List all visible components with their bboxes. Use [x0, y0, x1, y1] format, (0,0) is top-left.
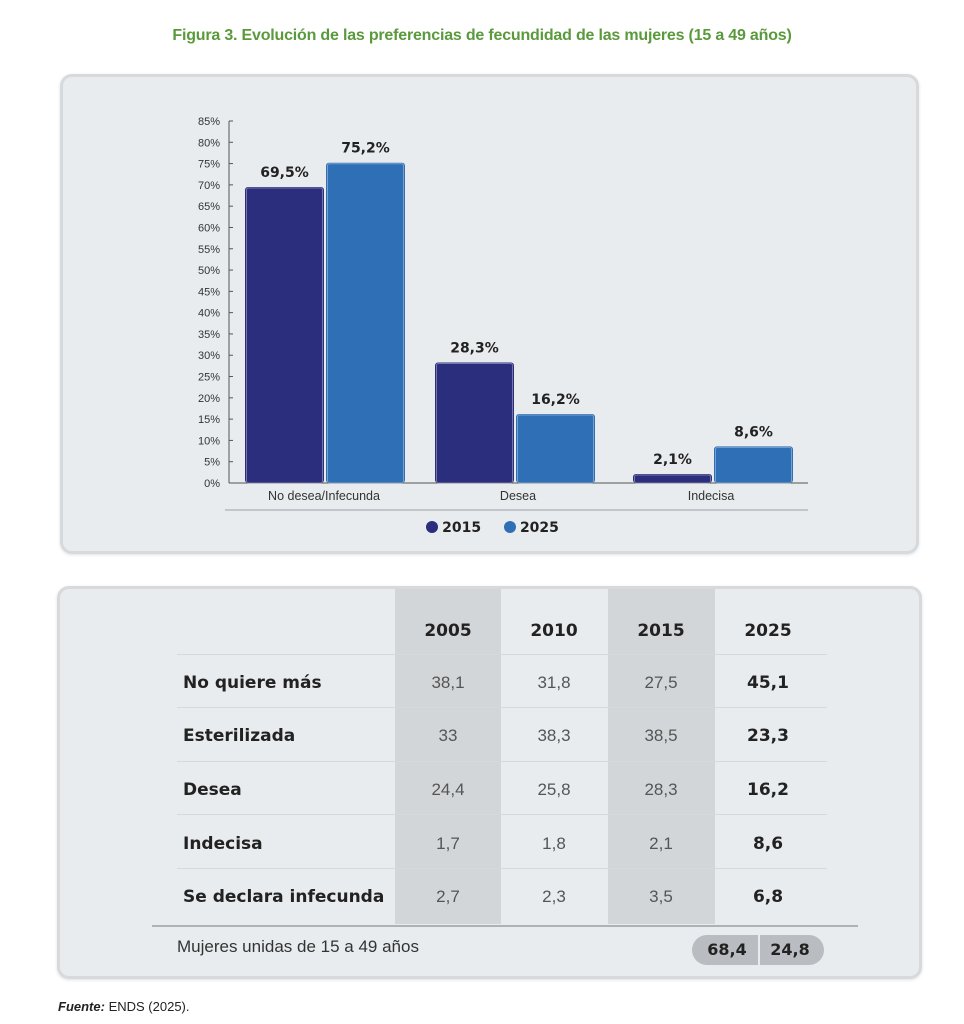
footer-value-2025: 24,8 [770, 940, 810, 959]
table-cell: 38,5 [644, 726, 678, 745]
bar-2025-1 [516, 414, 595, 483]
row-label: Indecisa [183, 834, 263, 854]
y-tick-label: 25% [198, 372, 220, 384]
data-label: 28,3% [450, 340, 499, 356]
table-cell: 3,5 [649, 887, 673, 906]
bar-highlight [436, 362, 513, 484]
bar-2025-2 [714, 446, 793, 483]
column-header-2010: 2010 [530, 621, 578, 641]
table-cell: 25,8 [537, 780, 571, 799]
table-cell: 2,7 [436, 887, 460, 906]
bar-highlight [634, 474, 711, 484]
table-cell: 6,8 [752, 887, 784, 907]
table-cell: 28,3 [644, 780, 678, 799]
table-cell: 38,3 [537, 726, 571, 745]
column-header-2025: 2025 [744, 621, 792, 641]
category-label: No desea/Infecunda [268, 489, 380, 503]
y-tick-label: 45% [198, 286, 220, 298]
data-label: 16,2% [531, 392, 580, 408]
chart-panel: 0% 5% 10% 15% 20% 25% 30% 35% 40% 45% 50% 55% 60% 65%… [60, 74, 919, 554]
row-label: Desea [183, 780, 242, 800]
table-cell: 33 [438, 726, 458, 745]
legend-label-2015: 2015 [442, 520, 482, 536]
source-text: ENDS (2025). [104, 999, 190, 1014]
y-tick-label: 5% [204, 457, 220, 469]
table-cell: 2,1 [649, 834, 673, 853]
footer-label: Mujeres unidas de 15 a 49 años [177, 937, 419, 956]
table-cell: 16,2 [747, 780, 789, 800]
y-tick-label: 10% [198, 435, 220, 447]
bar-2025-0 [326, 162, 405, 483]
row-divider [177, 761, 827, 762]
row-divider [177, 868, 827, 869]
y-tick-label: 80% [198, 137, 220, 149]
row-divider [177, 707, 827, 708]
bar-chart: 0% 5% 10% 15% 20% 25% 30% 35% 40% 45% 50% 55% 60% 65%… [198, 116, 808, 511]
footer-value-2015: 68,4 [707, 940, 747, 959]
data-table: 2005 2010 2015 2025 No quiere más 38,1 3… [57, 586, 922, 979]
y-tick-label: 15% [198, 414, 220, 426]
y-tick-label: 75% [198, 159, 220, 171]
column-header-2005: 2005 [424, 621, 472, 641]
legend-swatch-2025 [503, 521, 516, 533]
column-header-2015: 2015 [637, 621, 685, 641]
data-label: 2,1% [653, 452, 692, 468]
figure-title: Figura 3. Evolución de las preferencias … [172, 27, 792, 44]
row-divider [177, 654, 827, 655]
y-tick-label: 20% [198, 393, 220, 405]
y-tick-label: 55% [198, 244, 220, 256]
pill-separator [758, 935, 760, 965]
bar-2015-1 [435, 362, 514, 483]
row-label: No quiere más [183, 673, 322, 693]
legend-label-2025: 2025 [519, 520, 559, 536]
y-tick-label: 60% [198, 222, 220, 234]
y-tick-label: 40% [198, 308, 220, 320]
row-divider [177, 814, 827, 815]
bar-highlight [246, 187, 323, 484]
table-cell: 45,1 [747, 673, 789, 693]
table-cell: 31,8 [537, 673, 571, 692]
y-tick-label: 35% [198, 329, 220, 341]
table-cell: 1,7 [436, 834, 460, 853]
y-tick-label: 85% [198, 116, 220, 128]
table-cell: 8,6 [752, 834, 784, 854]
bar-highlight [327, 163, 404, 484]
y-tick-label: 70% [198, 180, 220, 192]
legend-item-2015: 2015 [426, 520, 481, 536]
category-label: Indecisa [688, 489, 735, 503]
data-label: 8,6% [734, 424, 773, 440]
chart-legend: 2015 2025 [63, 520, 922, 536]
y-tick-label: 30% [198, 350, 220, 362]
table-cell: 24,4 [431, 780, 465, 799]
y-tick-label: 65% [198, 201, 220, 213]
table-cell: 1,8 [542, 834, 566, 853]
source-note: Fuente: ENDS (2025). [58, 999, 190, 1014]
table-cell: 27,5 [644, 673, 678, 692]
row-label: Se declara infecunda [183, 887, 385, 907]
y-tick-label: 0% [204, 478, 220, 490]
bar-2015-2 [633, 474, 712, 483]
legend-swatch-2015 [426, 521, 439, 533]
data-label: 69,5% [260, 165, 309, 181]
table-bottom-rule [152, 925, 858, 927]
category-label: Desea [500, 489, 536, 503]
legend-item-2025: 2025 [503, 520, 559, 536]
bar-highlight [715, 446, 792, 484]
table-cell: 38,1 [431, 673, 465, 692]
y-tick-label: 50% [198, 265, 220, 277]
bar-2015-0 [245, 187, 324, 483]
data-label: 75,2% [341, 141, 390, 157]
source-label: Fuente: [58, 999, 105, 1014]
bar-highlight [517, 414, 594, 484]
table-cell: 23,3 [747, 726, 789, 746]
table-cell: 2,3 [542, 887, 566, 906]
row-label: Esterilizada [183, 726, 296, 746]
